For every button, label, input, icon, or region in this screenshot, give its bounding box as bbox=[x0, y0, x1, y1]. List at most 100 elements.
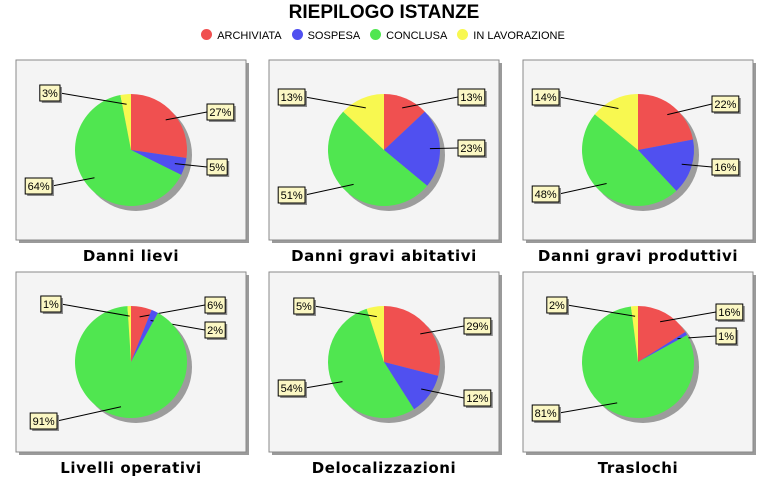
data-label: 16% bbox=[718, 307, 740, 319]
data-label: 48% bbox=[535, 189, 557, 201]
data-label-box bbox=[204, 321, 226, 339]
pie-slice-sospesa bbox=[638, 331, 688, 362]
pie-slice-conclusa bbox=[75, 95, 182, 206]
data-label: 51% bbox=[281, 190, 303, 202]
leader-line bbox=[313, 305, 377, 318]
pie-slice-sospesa bbox=[131, 309, 158, 362]
leader-line bbox=[60, 303, 130, 317]
data-label: 12% bbox=[466, 393, 488, 405]
data-label-box bbox=[457, 139, 486, 157]
leader-line bbox=[402, 96, 459, 109]
data-label: 5% bbox=[296, 301, 312, 313]
data-label: 6% bbox=[207, 300, 223, 312]
legend-label: CONCLUSA bbox=[386, 30, 448, 42]
data-label-box bbox=[711, 158, 740, 176]
pie-slice-conclusa bbox=[74, 306, 187, 418]
data-label-box bbox=[711, 95, 740, 113]
data-label: 13% bbox=[460, 92, 482, 104]
data-label-box bbox=[206, 103, 235, 121]
data-label-box bbox=[715, 327, 737, 345]
data-label-box bbox=[457, 88, 486, 106]
pie-slice-in-lavorazione bbox=[594, 94, 638, 150]
chart-title: Danni gravi produttivi bbox=[538, 247, 738, 265]
data-label: 29% bbox=[466, 321, 488, 333]
leader-line bbox=[660, 311, 717, 323]
leader-line bbox=[56, 406, 122, 422]
leader-line bbox=[174, 163, 208, 168]
leader-line bbox=[421, 388, 465, 399]
pie-slice-in-lavorazione bbox=[343, 94, 384, 150]
leader-line bbox=[558, 183, 607, 195]
data-label: 1% bbox=[43, 299, 59, 311]
data-label: 3% bbox=[42, 88, 58, 100]
chart-title: Traslochi bbox=[598, 459, 679, 477]
pie-slice-in-lavorazione bbox=[630, 306, 638, 362]
chart-title: Livelli operativi bbox=[60, 459, 201, 477]
data-label-box bbox=[39, 84, 61, 102]
pie-slice-archiviata bbox=[638, 306, 686, 362]
pie-slice-sospesa bbox=[638, 139, 694, 191]
pie-slice-sospesa bbox=[384, 111, 440, 186]
legend-item: ARCHIVIATA bbox=[201, 29, 282, 42]
pie-slice-archiviata bbox=[131, 306, 152, 362]
data-label-box bbox=[531, 404, 560, 422]
chart-title: Danni gravi abitativi bbox=[291, 247, 477, 265]
data-label-box bbox=[546, 296, 568, 314]
pie-slice-archiviata bbox=[384, 94, 425, 150]
data-label: 13% bbox=[281, 92, 303, 104]
data-label: 1% bbox=[718, 331, 734, 343]
pie-slice-conclusa bbox=[327, 308, 415, 419]
data-label: 27% bbox=[209, 107, 231, 119]
legend-swatch bbox=[201, 29, 213, 40]
leader-line bbox=[558, 402, 618, 414]
leader-line bbox=[558, 96, 619, 109]
leader-line bbox=[304, 96, 366, 109]
legend-swatch bbox=[291, 29, 303, 40]
pie-slice-in-lavorazione bbox=[127, 306, 131, 362]
leader-line bbox=[165, 111, 208, 121]
leader-line bbox=[667, 103, 713, 116]
leader-line bbox=[59, 92, 127, 105]
data-label-box bbox=[204, 296, 226, 314]
data-label-box bbox=[277, 379, 306, 397]
legend-swatch bbox=[370, 29, 382, 40]
data-label-box bbox=[40, 295, 62, 313]
data-label-box bbox=[277, 186, 306, 204]
leader-line bbox=[51, 177, 95, 187]
data-label: 54% bbox=[281, 383, 303, 395]
leader-line bbox=[681, 163, 713, 168]
legend-swatch bbox=[457, 29, 469, 40]
data-label: 23% bbox=[460, 143, 482, 155]
data-label: 14% bbox=[535, 92, 557, 104]
pie-slice-conclusa bbox=[327, 111, 428, 207]
pie-slice-archiviata bbox=[384, 305, 441, 376]
pie-chart: 22% 16% 48% 14% Danni gravi produttivi bbox=[522, 59, 756, 265]
data-label-box bbox=[531, 88, 560, 106]
data-label-box bbox=[293, 297, 315, 315]
legend-item: SOSPESA bbox=[291, 29, 361, 42]
data-label-box bbox=[463, 389, 492, 407]
legend-item: CONCLUSA bbox=[370, 29, 447, 42]
data-label: 64% bbox=[28, 181, 50, 193]
pie-slice-conclusa bbox=[582, 114, 677, 206]
legend-item: IN LAVORAZIONE bbox=[457, 29, 565, 42]
data-label-box bbox=[206, 158, 228, 176]
data-label: 5% bbox=[209, 162, 225, 174]
leader-line bbox=[304, 381, 343, 389]
pie-chart: 6% 2% 91% 1% Livelli operativi bbox=[15, 271, 249, 477]
data-label-box bbox=[277, 88, 306, 106]
pie-chart: 29% 12% 54% 5% Delocalizzazioni bbox=[268, 271, 502, 477]
pie-slice-archiviata bbox=[131, 94, 188, 158]
data-label: 81% bbox=[535, 408, 557, 420]
data-label: 22% bbox=[714, 99, 736, 111]
pie-slice-in-lavorazione bbox=[120, 94, 131, 150]
pie-chart: 16% 1% 81% 2% Traslochi bbox=[522, 271, 756, 477]
data-label: 16% bbox=[714, 162, 736, 174]
legend-label: IN LAVORAZIONE bbox=[473, 30, 565, 42]
chart-title: Delocalizzazioni bbox=[312, 459, 457, 477]
data-label: 2% bbox=[549, 300, 565, 312]
data-label-box bbox=[463, 317, 492, 335]
pie-slice-sospesa bbox=[384, 362, 439, 410]
legend-label: SOSPESA bbox=[307, 30, 361, 42]
